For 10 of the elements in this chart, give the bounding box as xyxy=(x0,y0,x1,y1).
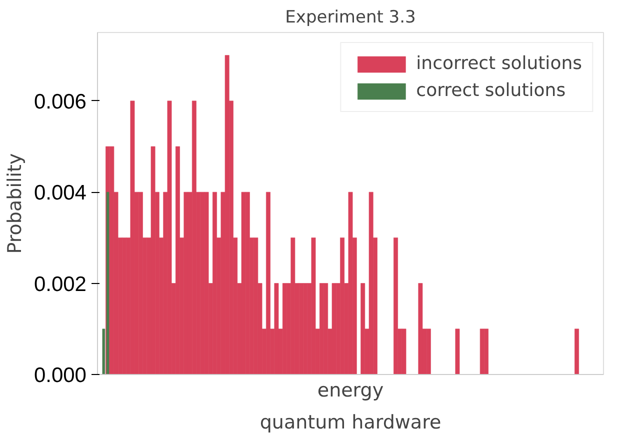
legend-label: incorrect solutions xyxy=(416,53,582,74)
text: quantum hardware xyxy=(260,412,442,434)
legend-label: correct solutions xyxy=(416,80,566,101)
x-axis-title: energy xyxy=(317,380,384,402)
y-tick-label: 0.006 xyxy=(34,90,87,114)
y-tick-label: 0.004 xyxy=(34,182,87,205)
chart-title: Experiment 3.3 xyxy=(285,8,416,28)
y-tick-label: 0.000 xyxy=(34,364,87,387)
y-axis-title: Probability xyxy=(4,153,26,254)
y-tick-label: 0.002 xyxy=(34,272,87,296)
